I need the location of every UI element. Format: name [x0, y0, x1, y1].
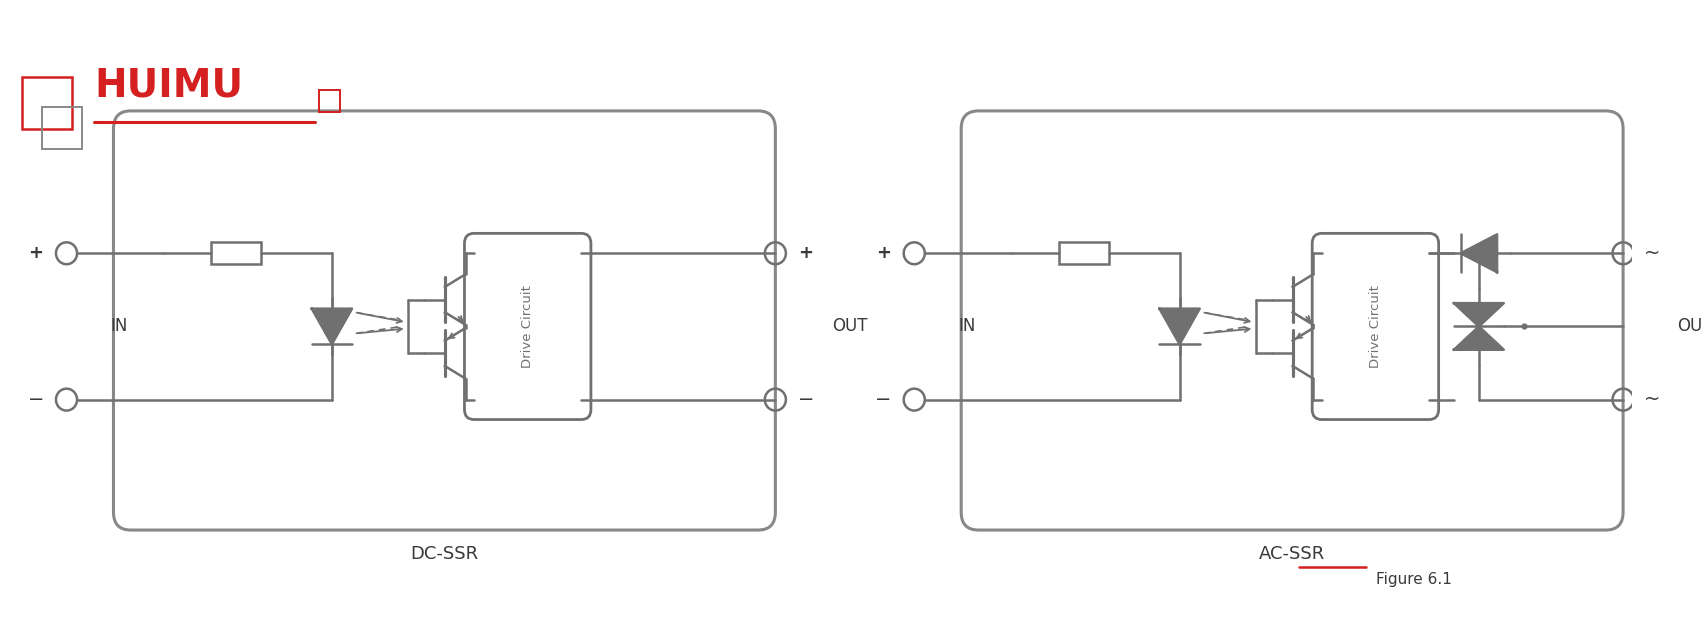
Polygon shape [311, 309, 352, 344]
FancyBboxPatch shape [1312, 234, 1438, 420]
Polygon shape [1460, 234, 1498, 272]
Text: OUT: OUT [1676, 317, 1702, 335]
Polygon shape [1454, 303, 1505, 327]
Text: AC-SSR: AC-SSR [1259, 545, 1326, 563]
FancyBboxPatch shape [114, 111, 776, 530]
Text: OUT: OUT [832, 317, 868, 335]
Text: +: + [877, 244, 892, 263]
Bar [1059, 242, 1108, 264]
Text: Drive Circuit: Drive Circuit [1368, 285, 1382, 368]
Text: −: − [875, 390, 892, 409]
Polygon shape [1454, 327, 1505, 350]
Text: ~: ~ [1644, 390, 1659, 409]
Bar [320, 90, 340, 112]
Bar [41, 107, 82, 149]
Text: Figure 6.1: Figure 6.1 [1375, 572, 1452, 587]
Text: IN: IN [111, 317, 128, 335]
FancyBboxPatch shape [465, 234, 591, 420]
Text: ~: ~ [1644, 244, 1659, 263]
Text: Drive Circuit: Drive Circuit [521, 285, 534, 368]
FancyBboxPatch shape [962, 111, 1624, 530]
Text: −: − [798, 390, 814, 409]
Text: HUIMU: HUIMU [94, 66, 243, 104]
Bar [211, 242, 260, 264]
Text: +: + [29, 244, 43, 263]
Text: +: + [798, 244, 814, 263]
Text: −: − [27, 390, 44, 409]
Text: DC-SSR: DC-SSR [410, 545, 478, 563]
Text: IN: IN [958, 317, 975, 335]
Bar [22, 77, 71, 129]
Polygon shape [1159, 309, 1200, 344]
